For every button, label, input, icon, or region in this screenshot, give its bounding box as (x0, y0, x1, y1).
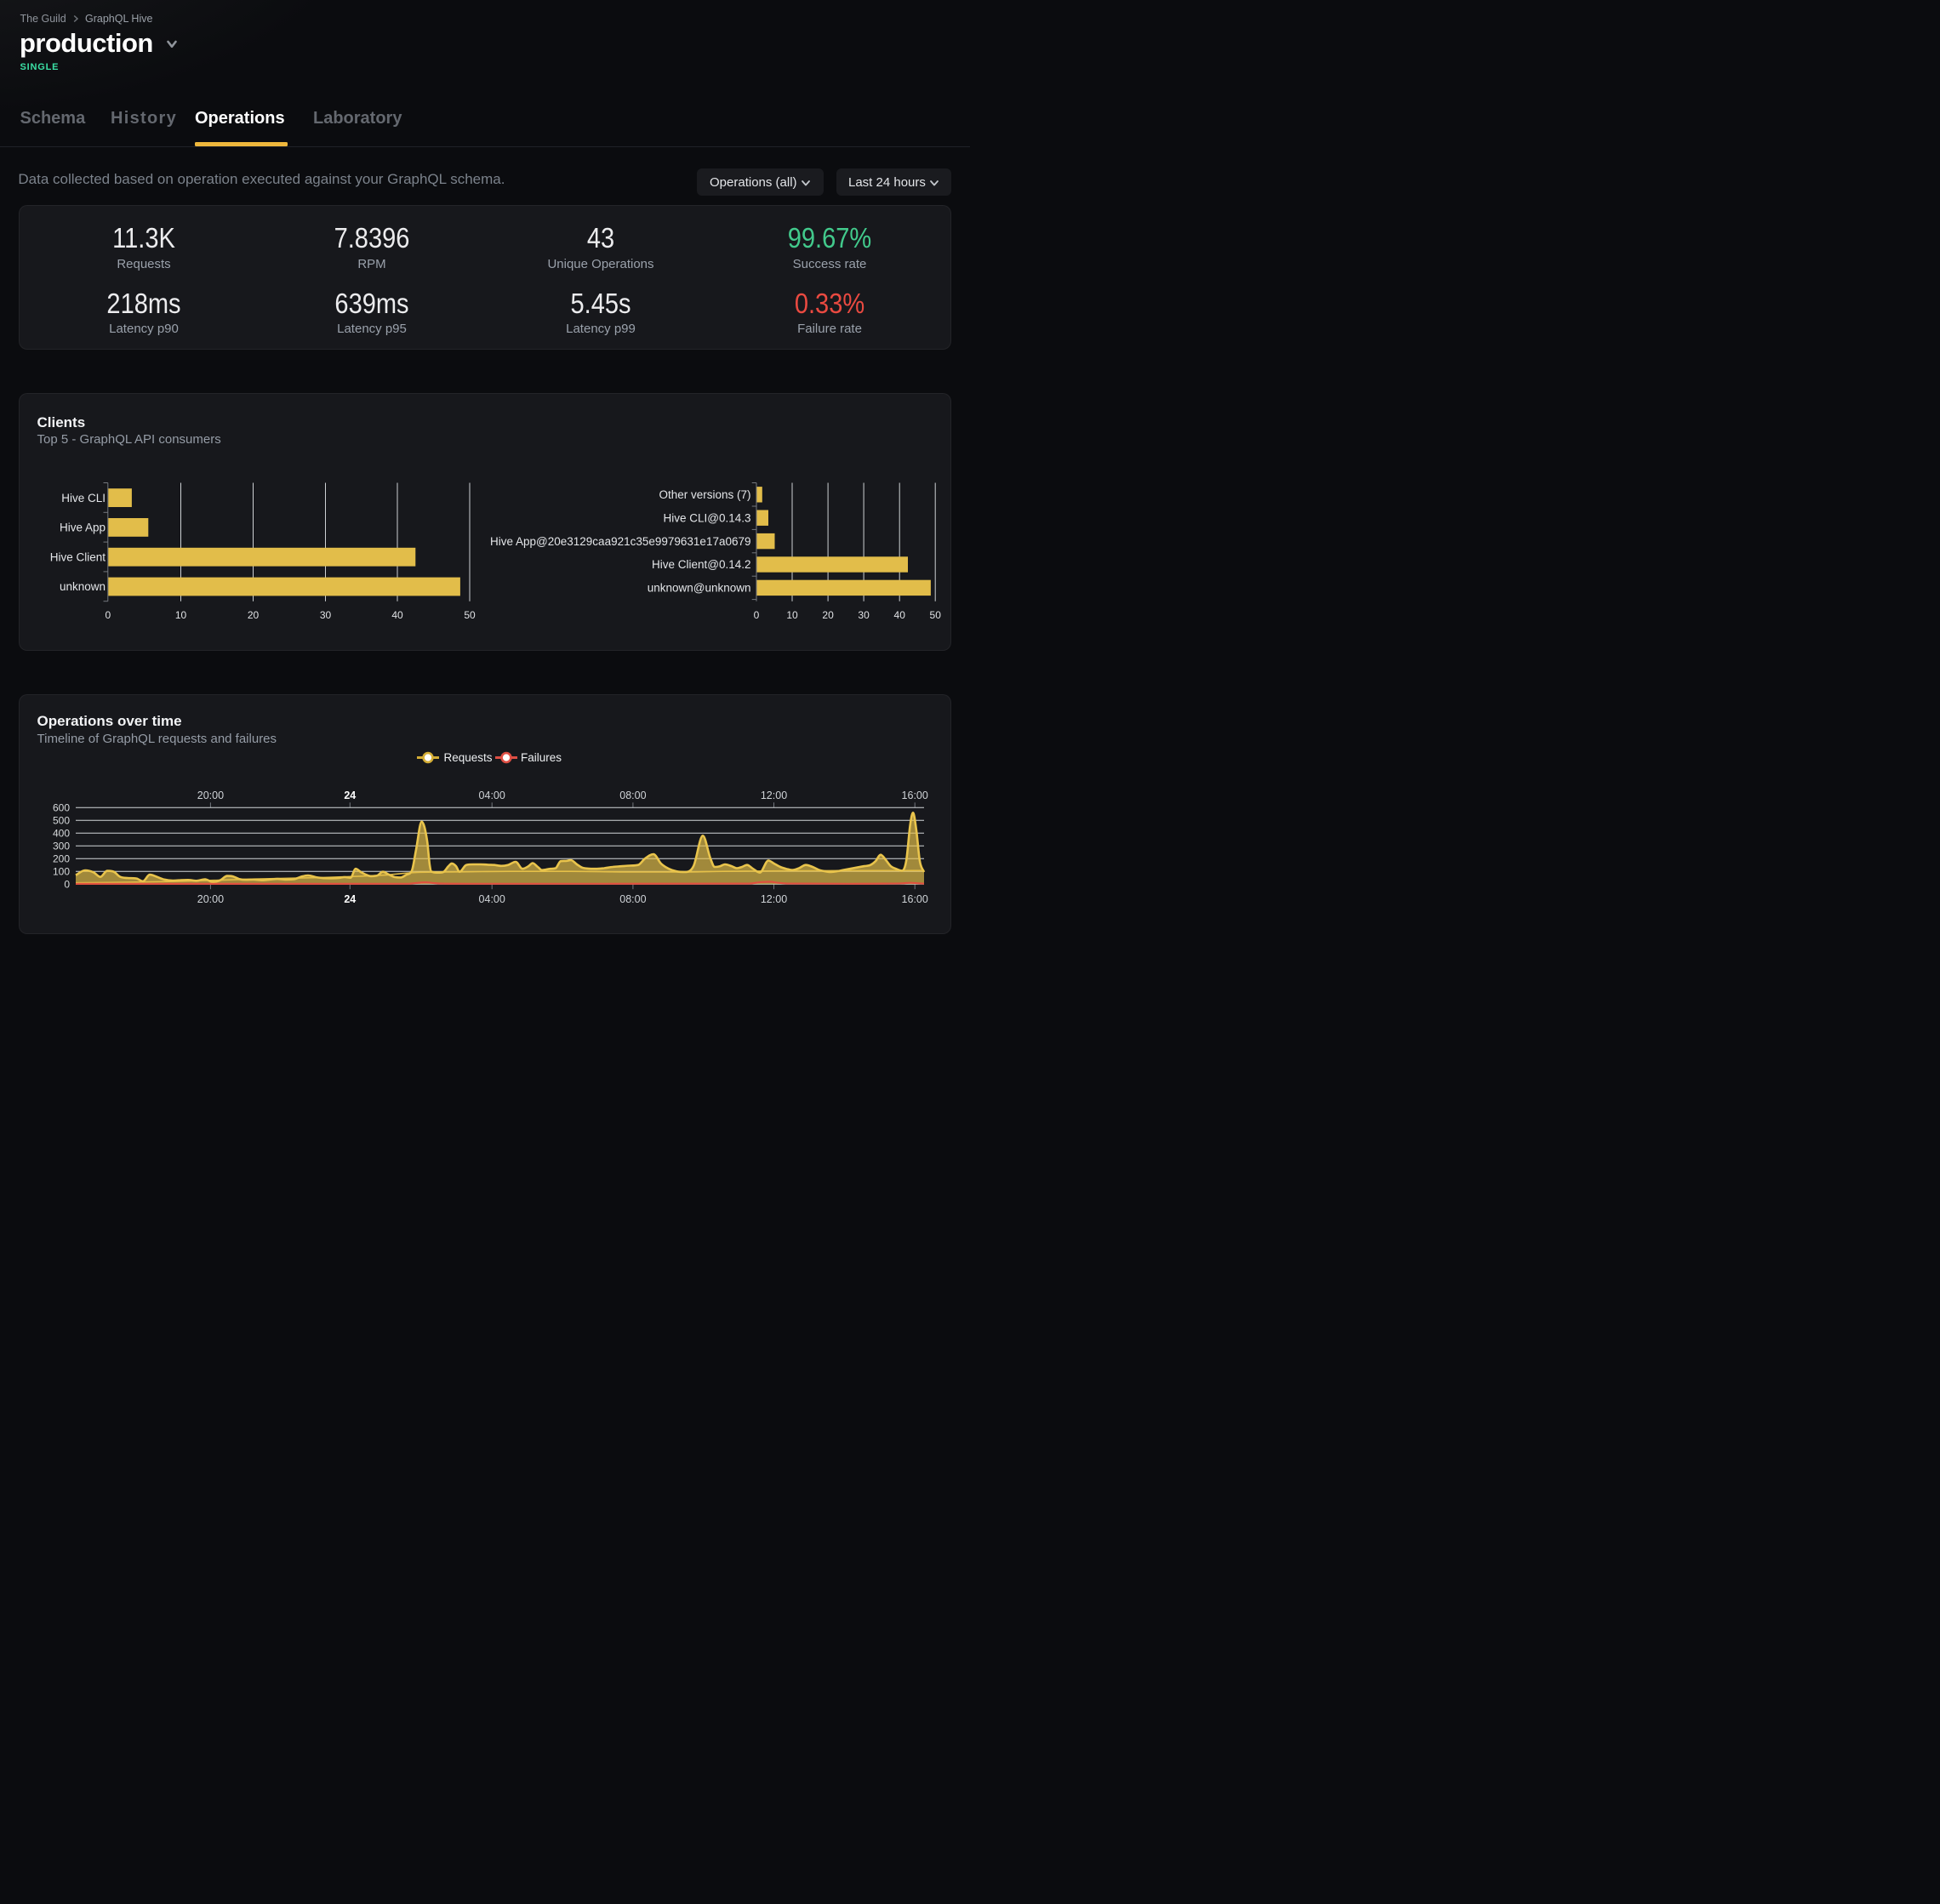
svg-text:20: 20 (822, 609, 834, 621)
svg-text:04:00: 04:00 (479, 893, 505, 905)
svg-text:20: 20 (248, 609, 260, 621)
svg-text:20:00: 20:00 (197, 790, 224, 801)
svg-text:Failures: Failures (521, 751, 562, 764)
svg-text:100: 100 (53, 865, 70, 877)
svg-text:08:00: 08:00 (619, 893, 646, 905)
svg-text:0: 0 (754, 609, 760, 621)
svg-text:10: 10 (175, 609, 187, 621)
svg-text:Hive CLI@0.14.3: Hive CLI@0.14.3 (663, 511, 750, 524)
svg-text:Hive App: Hive App (60, 522, 106, 534)
svg-text:400: 400 (53, 827, 70, 839)
svg-text:16:00: 16:00 (902, 893, 928, 905)
svg-text:24: 24 (344, 790, 356, 801)
svg-text:20:00: 20:00 (197, 893, 224, 905)
svg-text:04:00: 04:00 (479, 790, 505, 801)
svg-text:300: 300 (53, 840, 70, 852)
svg-text:0: 0 (64, 878, 70, 890)
svg-text:50: 50 (930, 609, 942, 621)
svg-text:40: 40 (391, 609, 403, 621)
svg-text:40: 40 (894, 609, 906, 621)
svg-text:16:00: 16:00 (902, 790, 928, 801)
svg-text:Hive Client: Hive Client (50, 550, 106, 563)
svg-text:30: 30 (858, 609, 870, 621)
svg-text:12:00: 12:00 (761, 893, 787, 905)
svg-text:Requests: Requests (444, 751, 493, 764)
svg-text:30: 30 (320, 609, 332, 621)
svg-text:Hive CLI: Hive CLI (61, 492, 106, 505)
svg-text:Hive Client@0.14.2: Hive Client@0.14.2 (652, 558, 751, 571)
svg-text:500: 500 (53, 814, 70, 826)
svg-text:50: 50 (464, 609, 476, 621)
svg-text:24: 24 (344, 893, 356, 905)
svg-text:08:00: 08:00 (619, 790, 646, 801)
svg-text:Other versions (7): Other versions (7) (659, 488, 750, 501)
svg-text:unknown@unknown: unknown@unknown (648, 582, 751, 595)
svg-text:0: 0 (105, 609, 111, 621)
svg-text:200: 200 (53, 852, 70, 864)
svg-text:600: 600 (53, 802, 70, 814)
svg-text:12:00: 12:00 (761, 790, 787, 801)
svg-text:Hive App@20e3129caa921c35e9979: Hive App@20e3129caa921c35e9979631e17a067… (490, 535, 750, 548)
svg-text:unknown: unknown (60, 580, 106, 593)
svg-text:10: 10 (786, 609, 798, 621)
